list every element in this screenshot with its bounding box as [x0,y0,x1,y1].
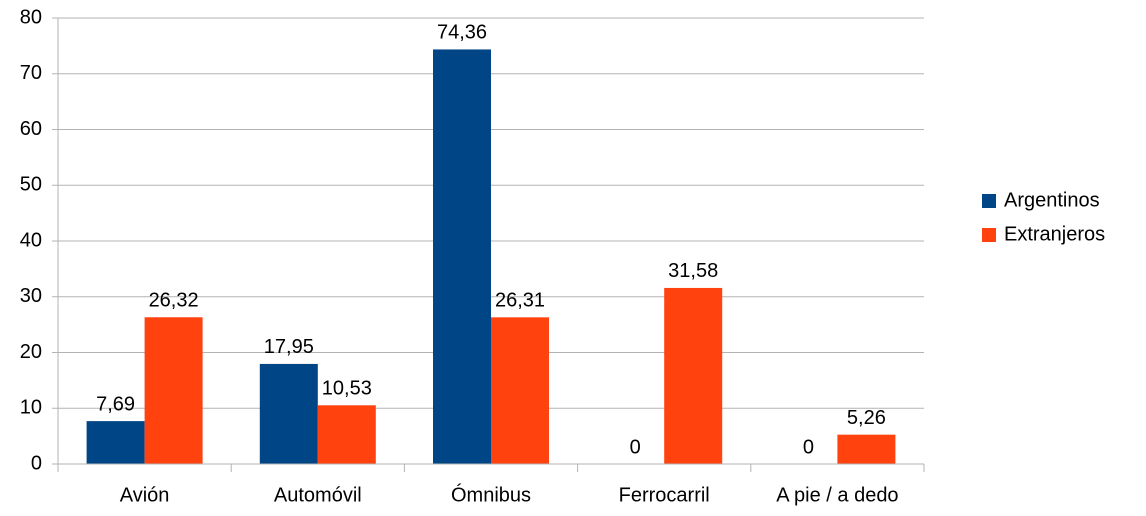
legend-label: Argentinos [1004,189,1100,211]
y-tick-label: 50 [20,174,42,196]
x-tick-label: Avión [120,484,170,506]
y-tick-label: 10 [20,397,42,419]
data-label: 7,69 [96,393,135,415]
x-tick-label: Ferrocarril [619,484,710,506]
y-tick-label: 0 [31,452,42,474]
x-tick-label: Ómnibus [451,483,531,506]
data-label: 0 [630,436,641,458]
bar [86,421,145,464]
data-label: 17,95 [264,336,314,358]
bar [259,363,318,464]
y-tick-label: 30 [20,285,42,307]
x-tick-label: Automóvil [274,484,362,506]
bar [837,434,896,464]
y-tick-label: 20 [20,341,42,363]
data-label: 26,32 [149,290,199,312]
bar [144,317,203,464]
y-tick-label: 40 [20,229,42,251]
data-label: 5,26 [847,407,886,429]
bar [664,287,723,464]
bar [317,405,376,464]
bar [491,317,549,464]
x-tick-label: A pie / a dedo [776,484,898,506]
data-label: 31,58 [668,260,718,282]
legend-label: Extranjeros [1004,223,1105,245]
y-tick-label: 80 [20,6,42,28]
data-label: 74,36 [437,22,487,44]
legend-swatch [982,194,996,208]
data-label: 10,53 [322,378,372,400]
legend-swatch [982,228,996,242]
data-label: 0 [803,436,814,458]
bar [433,49,491,465]
y-tick-label: 70 [20,62,42,84]
data-label: 26,31 [495,290,545,312]
y-tick-label: 60 [20,118,42,140]
